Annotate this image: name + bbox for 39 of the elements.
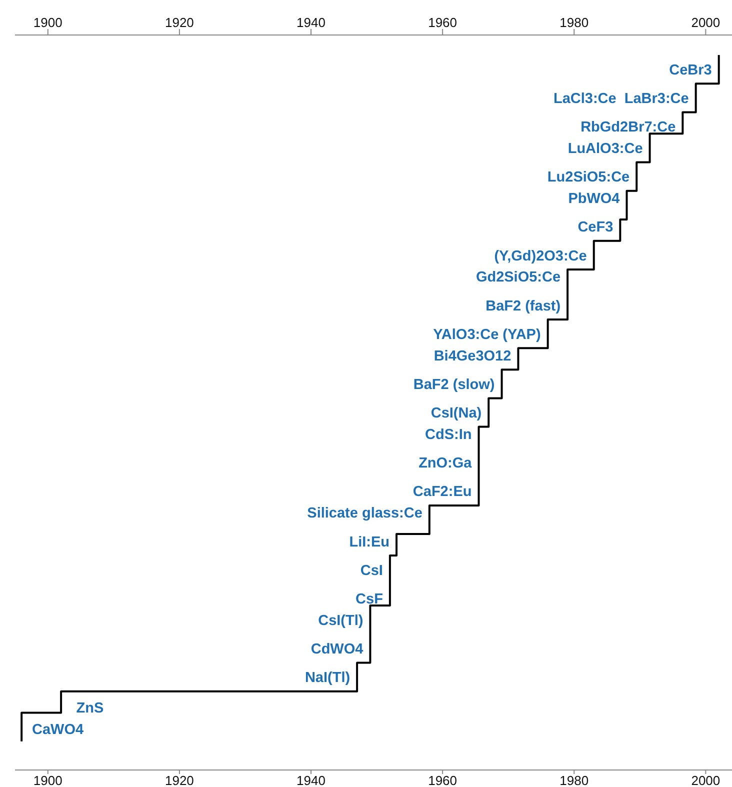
annotation: CaF2:Eu bbox=[412, 484, 472, 500]
annotation: CaWO4 bbox=[32, 722, 84, 738]
annotation: CsI(Tl) bbox=[318, 612, 364, 629]
annotation: (Y,Gd)2O3:Ce bbox=[494, 248, 587, 264]
x2-tick-label: 1900 bbox=[33, 15, 62, 30]
x-tick-label: 1920 bbox=[164, 773, 194, 787]
x2-tick-label: 1980 bbox=[560, 15, 589, 30]
x2-tick-label: 2000 bbox=[691, 15, 720, 30]
annotation: Bi4Ge3O12 bbox=[434, 348, 512, 364]
x2-tick-label: 1940 bbox=[296, 15, 326, 30]
x-tick-label: 2000 bbox=[691, 773, 720, 787]
annotation: LaBr3:Ce bbox=[624, 90, 689, 107]
annotation: LuAlO3:Ce bbox=[568, 141, 643, 158]
annotation: CsI(Na) bbox=[430, 406, 482, 422]
annotation: BaF2 (slow) bbox=[413, 376, 495, 393]
annotation: BaF2 (fast) bbox=[486, 298, 561, 314]
annotation: LaCl3:Ce bbox=[554, 90, 616, 107]
annotation: CdWO4 bbox=[310, 642, 364, 658]
annotation: YAlO3:Ce (YAP) bbox=[433, 326, 541, 343]
annotation: Gd2SiO5:Ce bbox=[476, 270, 561, 286]
x2-tick-label: 1960 bbox=[428, 15, 458, 30]
annotation: Silicate glass:Ce bbox=[307, 506, 422, 522]
x-tick-label: 1960 bbox=[428, 773, 458, 787]
annotation: LiI:Eu bbox=[349, 534, 390, 550]
annotation: Lu2SiO5:Ce bbox=[547, 170, 630, 186]
annotation: CdS:In bbox=[425, 427, 472, 444]
annotation: CsF bbox=[356, 591, 384, 608]
x2-tick-label: 1920 bbox=[164, 15, 194, 30]
annotation: CsI bbox=[360, 562, 383, 579]
annotation: CeF3 bbox=[578, 220, 614, 236]
x-tick-label: 1900 bbox=[33, 773, 62, 787]
annotation: CeBr3 bbox=[669, 62, 712, 78]
annotation: PbWO4 bbox=[568, 191, 620, 208]
x-tick-label: 1940 bbox=[296, 773, 326, 787]
annotation: ZnS bbox=[76, 700, 104, 716]
annotation: RbGd2Br7:Ce bbox=[580, 120, 676, 136]
x-tick-label: 1980 bbox=[560, 773, 589, 787]
annotation: ZnO:Ga bbox=[418, 456, 473, 472]
annotation: NaI(Tl) bbox=[304, 670, 350, 686]
